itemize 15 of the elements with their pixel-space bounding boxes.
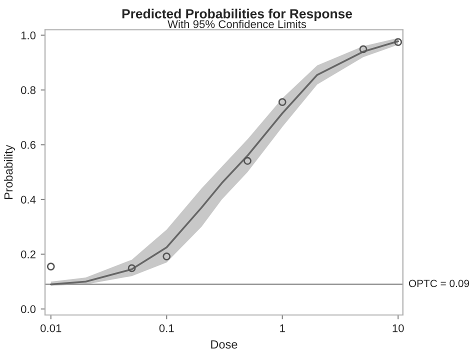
chart-title: Predicted Probabilities for Response <box>122 8 352 22</box>
ref-line-label: OPTC = 0.09 <box>408 280 470 288</box>
y-tick-label: 0.6 <box>20 140 36 149</box>
y-tick-label: 1.0 <box>21 31 36 40</box>
x-tick-label: 0.1 <box>159 324 174 332</box>
y-tick-label: 0.8 <box>20 86 36 94</box>
x-tick-label: 0.01 <box>40 324 62 332</box>
y-tick-label: 0.2 <box>20 250 36 258</box>
x-axis-title: Dose <box>211 340 238 349</box>
x-tick-label: 1 <box>280 324 285 332</box>
y-axis-title: Probability <box>4 144 15 199</box>
x-tick-label: 10 <box>392 324 404 332</box>
y-tick-label: 0.0 <box>20 305 36 314</box>
y-tick-label: 0.4 <box>20 196 36 204</box>
chart-subtitle: With 95% Confidence Limits <box>168 20 306 28</box>
